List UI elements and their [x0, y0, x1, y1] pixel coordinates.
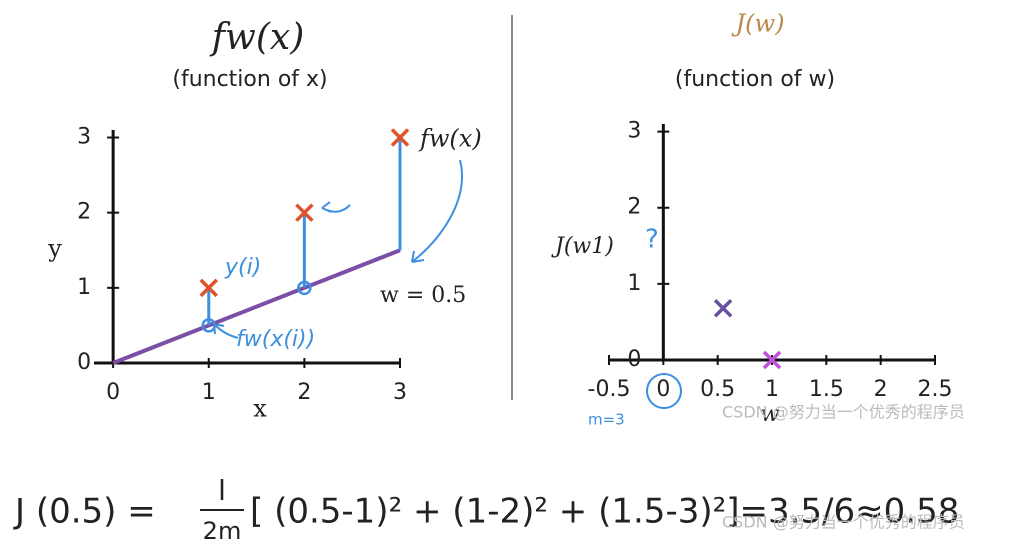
- chart-title: J(w): [731, 10, 785, 38]
- annotation: ?: [645, 225, 659, 255]
- formula-lhs: J (0.5) =: [13, 492, 156, 532]
- y-tick-label: 2: [77, 200, 91, 225]
- x-tick-label: 0: [656, 377, 670, 402]
- x-tick-label: 1: [765, 377, 779, 402]
- chart-subtitle: (function of w): [675, 67, 835, 92]
- x-tick-label: 2: [874, 377, 888, 402]
- x-tick-label: 1.5: [809, 377, 844, 402]
- cross-point: [199, 278, 218, 298]
- annotation: fw(x(i)): [236, 327, 315, 352]
- y-tick-label: 1: [627, 271, 641, 296]
- annotation: w = 0.5: [380, 283, 466, 308]
- chart-subtitle: (function of x): [172, 67, 327, 92]
- x-tick-label: 0: [106, 380, 120, 405]
- cross-point: [295, 203, 314, 222]
- x-tick-label: 0.5: [700, 377, 735, 402]
- chart-title: fw(x): [209, 17, 305, 58]
- formula-denominator: 2m: [203, 517, 242, 541]
- y-tick-label: 3: [77, 125, 91, 150]
- x-tick-label: 1: [202, 380, 216, 405]
- arrow: [213, 323, 239, 339]
- fit-line: [112, 248, 401, 365]
- arrow: [321, 201, 351, 213]
- highlight-circle: [646, 373, 682, 409]
- watermark: CSDN @努力当一个优秀的程序员: [722, 513, 965, 532]
- y-tick-label: 3: [627, 119, 641, 144]
- annotation: J(w1): [551, 234, 614, 259]
- annotation: y(i): [224, 255, 261, 280]
- cross-point: [762, 350, 782, 370]
- predicted-point: [297, 280, 312, 296]
- arrow: [411, 159, 463, 263]
- watermark: CSDN @努力当一个优秀的程序员: [722, 403, 965, 422]
- formula-rhs: [ (0.5-1)² + (1-2)² + (1.5-3)²]=3.5/6≈0.…: [250, 492, 959, 532]
- y-tick-label: 2: [627, 195, 641, 220]
- x-tick-label: 2.5: [918, 377, 953, 402]
- predicted-point: [201, 318, 216, 333]
- cross-point: [390, 128, 410, 147]
- y-tick-label: 1: [77, 275, 91, 300]
- y-axis-label: y: [47, 235, 62, 263]
- y-tick-label: 0: [627, 347, 641, 372]
- annotation: fw(x): [418, 125, 482, 153]
- x-tick-label: 3: [393, 380, 407, 405]
- x-axis-label: x: [253, 395, 267, 423]
- x-axis-label: w: [761, 402, 780, 427]
- y-tick-label: 0: [77, 350, 91, 375]
- cross-point: [713, 298, 733, 318]
- annotation: m=3: [588, 411, 625, 429]
- x-tick-label: -0.5: [588, 377, 631, 402]
- x-tick-label: 2: [297, 380, 311, 405]
- formula-numerator: l: [218, 474, 226, 507]
